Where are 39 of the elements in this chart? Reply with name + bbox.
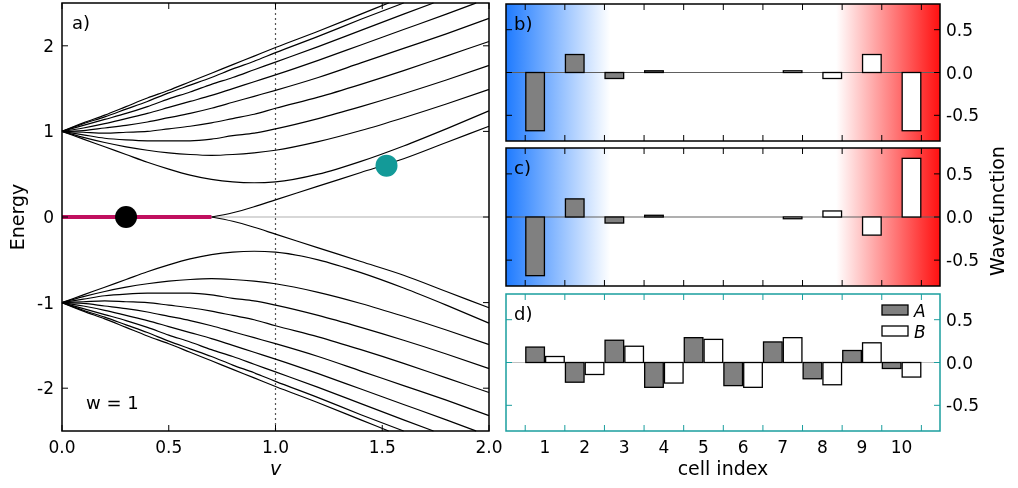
y-tick-label: 0.0 (946, 207, 974, 227)
annotation: b) (514, 13, 533, 34)
x-tick-label: 4 (658, 437, 670, 457)
y-tick-label: 0.0 (946, 62, 974, 83)
x-tick-label: 0.5 (155, 437, 183, 457)
y-tick-label: 2 (43, 35, 54, 56)
x-tick-label: 3 (618, 437, 630, 457)
y-tick-label: -0.5 (946, 395, 980, 416)
x-tick-label: 7 (777, 437, 789, 457)
x-tick-label: 9 (856, 437, 868, 457)
y-tick-label: 0.5 (946, 309, 974, 330)
y-tick-label: -1 (37, 292, 54, 313)
annotation: w = 1 (86, 392, 139, 413)
annotation: d) (514, 303, 533, 324)
y-tick-label: 0.5 (946, 163, 974, 184)
y-tick-label: 0 (43, 207, 54, 227)
y-tick-label: 0.0 (946, 352, 974, 373)
y-tick-label: 1 (43, 121, 54, 142)
x-tick-label: 10 (890, 437, 913, 457)
x-tick-label: 6 (737, 437, 749, 457)
x-tick-label: 5 (698, 437, 709, 457)
x-tick-label: 1.5 (368, 437, 396, 457)
x-tick-label: 2 (579, 437, 591, 457)
y-axis-title: Wavefunction (986, 146, 1008, 276)
y-tick-label: -0.5 (946, 250, 980, 271)
y-tick-label: 0.5 (946, 19, 974, 40)
y-tick-label: -2 (37, 378, 54, 399)
annotation: a) (72, 12, 91, 33)
x-axis-title: v (269, 457, 282, 479)
x-axis-title: cell index (677, 457, 769, 479)
legend-label: B (914, 322, 926, 342)
x-tick-label: 8 (816, 437, 828, 457)
y-axis-title: Energy (6, 183, 28, 251)
x-tick-label: 2.0 (475, 437, 503, 457)
y-tick-label: -0.5 (946, 105, 980, 126)
x-tick-label: 1 (539, 437, 551, 457)
x-tick-label: 1.0 (261, 437, 290, 457)
legend-label: A (913, 301, 926, 321)
annotation: c) (514, 157, 531, 178)
